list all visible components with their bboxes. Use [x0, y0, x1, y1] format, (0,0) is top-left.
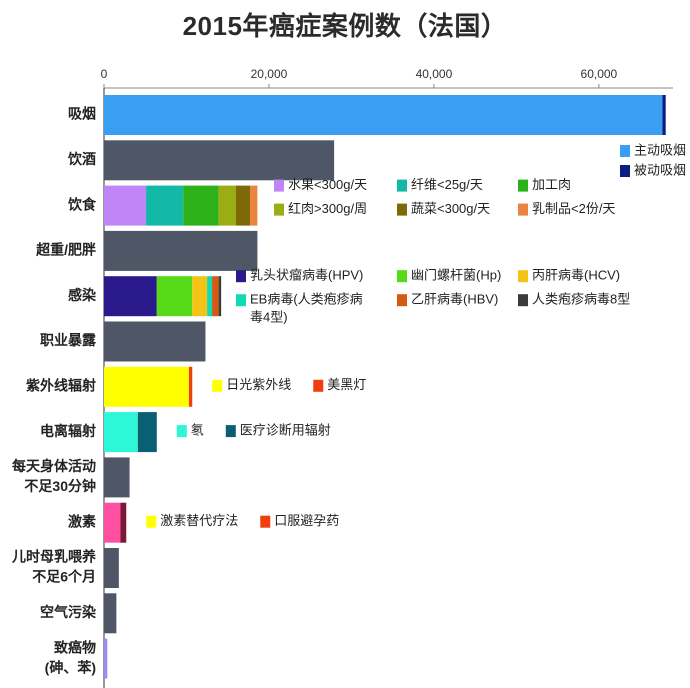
category-label: 不足30分钟	[24, 478, 96, 494]
legend-label: 医疗诊断用辐射	[240, 423, 331, 438]
bar-segment	[104, 502, 121, 543]
bar-segment	[192, 276, 208, 317]
bar-segment	[104, 593, 117, 634]
bar-segment	[120, 502, 127, 543]
bar-segment	[104, 230, 258, 271]
category-label: 感染	[68, 287, 97, 303]
legend-label: 美黑灯	[327, 377, 366, 392]
x-tick-label: 60,000	[581, 67, 618, 81]
category-label: 饮食	[67, 196, 97, 212]
bar-segment	[104, 140, 335, 181]
bar-segment	[183, 185, 219, 226]
x-tick-label: 0	[101, 67, 108, 81]
legend-swatch	[518, 270, 528, 283]
legend-swatch	[212, 379, 223, 392]
bar-segment	[104, 638, 108, 679]
legend-swatch	[518, 179, 528, 192]
legend-swatch	[274, 179, 284, 192]
category-label: 儿时母乳喂养	[11, 549, 97, 565]
legend-label: 毒4型)	[250, 310, 288, 325]
bar-segment	[104, 412, 138, 453]
category-label: 电离辐射	[40, 423, 96, 439]
legend-label: 氡	[191, 423, 204, 438]
category-label: 激素	[68, 513, 96, 529]
bar-segment	[104, 457, 130, 498]
legend-swatch	[274, 203, 284, 216]
legend-swatch	[518, 203, 528, 216]
legend-swatch	[236, 294, 246, 307]
category-label: 致癌物	[54, 639, 96, 655]
bar-segment	[104, 548, 119, 588]
category-label: (砷、苯)	[45, 659, 96, 675]
bar-segment	[662, 95, 666, 135]
legend-swatch	[397, 203, 407, 216]
legend-label: 蔬菜<300g/天	[411, 201, 490, 216]
legend-swatch	[146, 515, 157, 528]
bar-segment	[188, 366, 193, 407]
legend-label: 主动吸烟	[634, 142, 686, 157]
legend-label: 乳头状瘤病毒(HPV)	[250, 268, 363, 283]
legend-swatch	[518, 294, 528, 307]
bar-segment	[249, 185, 258, 226]
legend-label: 丙肝病毒(HCV)	[532, 268, 620, 283]
legend-swatch	[620, 145, 630, 157]
bar-segment	[104, 276, 157, 317]
category-label: 每天身体活动	[12, 458, 96, 474]
category-label: 紫外线辐射	[26, 378, 96, 394]
category-label: 职业暴露	[40, 332, 97, 348]
bar-segment	[212, 276, 219, 317]
legend-label: 加工肉	[532, 177, 571, 192]
legend-label: 乳制品<2份/天	[532, 201, 615, 216]
bar-segment	[137, 412, 157, 453]
bar-segment	[104, 321, 206, 362]
legend-swatch	[397, 294, 407, 307]
x-tick-label: 40,000	[416, 67, 453, 81]
x-tick-label: 20,000	[251, 67, 288, 81]
legend-swatch	[236, 270, 246, 283]
bar-segment	[156, 276, 193, 317]
bar-segment	[207, 276, 213, 317]
legend-label: 红肉>300g/周	[288, 201, 367, 216]
legend-label: 被动吸烟	[634, 162, 686, 177]
bar-segment	[104, 95, 663, 135]
bar-segment	[104, 366, 189, 407]
bar-segment	[104, 185, 147, 226]
legend-label: EB病毒(人类疱疹病	[250, 292, 363, 307]
bar-segment	[218, 185, 236, 226]
legend-label: 水果<300g/天	[288, 177, 367, 192]
legend-label: 人类疱疹病毒8型	[532, 292, 630, 307]
category-label: 吸烟	[68, 106, 96, 122]
legend-swatch	[260, 515, 271, 528]
bar-segment	[218, 276, 222, 317]
category-label: 超重/肥胖	[35, 242, 96, 258]
category-label: 饮酒	[67, 151, 96, 167]
legend-swatch	[397, 179, 407, 192]
legend-label: 激素替代疗法	[160, 513, 238, 528]
chart-title: 2015年癌症案例数（法国）	[182, 11, 508, 41]
category-label: 不足6个月	[32, 569, 96, 585]
legend-swatch	[397, 270, 407, 283]
legend-label: 乙肝病毒(HBV)	[411, 292, 498, 307]
bar-segment	[235, 185, 250, 226]
legend-label: 口服避孕药	[274, 513, 339, 528]
legend-swatch	[313, 379, 324, 392]
legend-swatch	[225, 425, 236, 438]
legend-label: 纤维<25g/天	[411, 177, 483, 192]
bar-segment	[146, 185, 184, 226]
legend-swatch	[620, 165, 630, 177]
legend-label: 幽门螺杆菌(Hp)	[411, 268, 501, 283]
legend-swatch	[176, 425, 187, 438]
legend-label: 日光紫外线	[226, 377, 291, 392]
category-label: 空气污染	[40, 604, 97, 620]
